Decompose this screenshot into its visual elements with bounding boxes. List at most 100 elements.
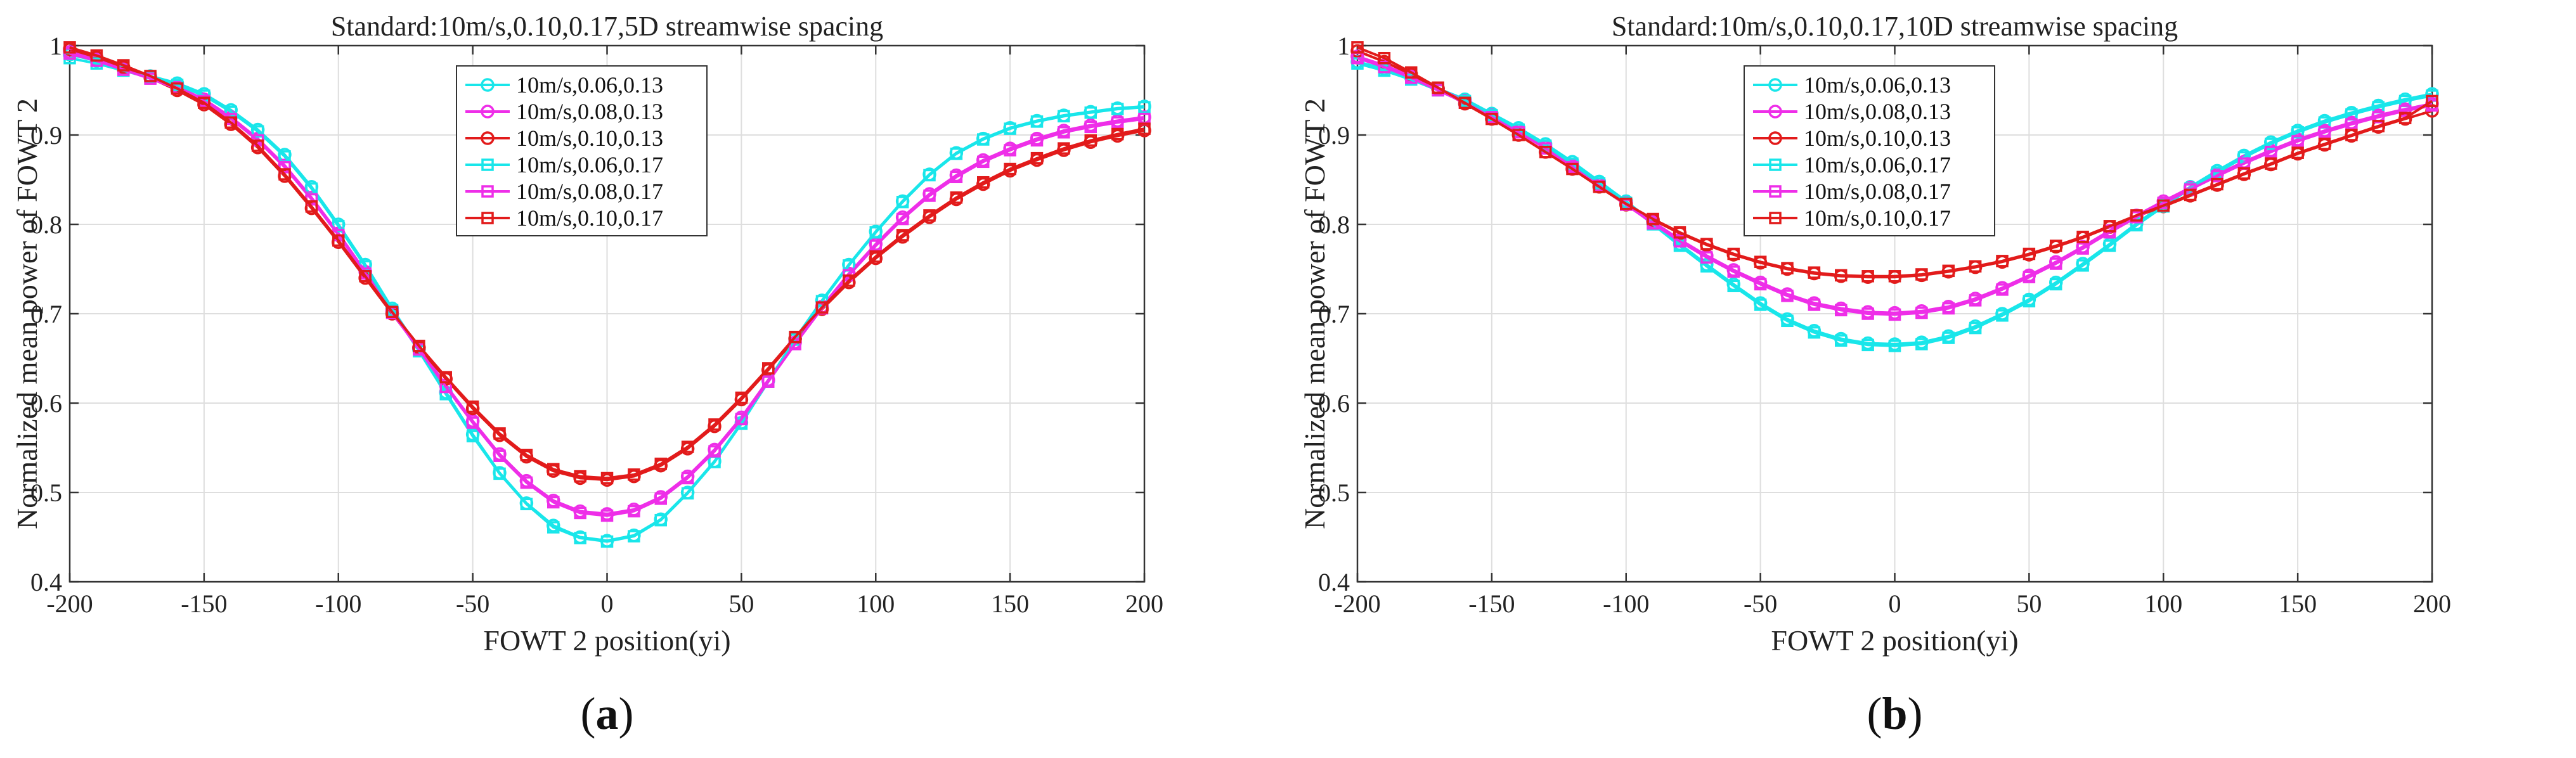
data-point xyxy=(1004,162,1016,176)
x-tick-label: 0 xyxy=(601,589,614,618)
legend-marker xyxy=(481,158,494,171)
data-point xyxy=(977,155,990,169)
x-tick-label: -150 xyxy=(1468,589,1515,618)
data-point xyxy=(1888,308,1901,321)
data-point xyxy=(1754,299,1767,311)
data-point xyxy=(1808,326,1821,339)
legend-item: 10m/s,0.10,0.17 xyxy=(1753,205,1951,231)
data-point xyxy=(413,340,425,352)
data-point xyxy=(1915,338,1928,350)
caption-close-paren: ) xyxy=(619,688,634,739)
legend-label: 10m/s,0.08,0.13 xyxy=(1804,99,1951,124)
data-point xyxy=(520,498,533,511)
data-point xyxy=(628,468,640,481)
data-point xyxy=(2050,240,2062,252)
series-line xyxy=(1357,56,2433,316)
legend-marker xyxy=(1769,158,1782,171)
data-point xyxy=(2291,146,2304,159)
legend-label: 10m/s,0.06,0.17 xyxy=(516,152,663,177)
data-point xyxy=(1996,283,2009,296)
data-point xyxy=(2050,257,2062,270)
data-point xyxy=(493,467,506,480)
data-point xyxy=(1700,260,1713,273)
data-point xyxy=(2291,126,2304,139)
data-point xyxy=(547,521,560,534)
x-tick-label: 100 xyxy=(857,589,895,618)
line-chart-b: -200 -150 -100 -50 0 50 100 150 200 0.4 0.5 0.6 0.7 0… xyxy=(1298,11,2451,739)
legend-item: 10m/s,0.10,0.13 xyxy=(1753,125,1951,151)
data-point xyxy=(628,504,640,518)
data-point xyxy=(1673,235,1686,248)
caption-close-paren: ) xyxy=(1908,688,1923,739)
chart-panel-a: -200 -150 -100 -50 0 50 100 150 200 0.4 0.5 0.6 0.7 0… xyxy=(11,11,1163,739)
data-point xyxy=(1084,106,1097,119)
data-point xyxy=(950,170,963,184)
series-line xyxy=(1357,60,2433,345)
y-tick-label: 0.9 xyxy=(30,121,62,150)
legend-marker xyxy=(1768,105,1782,119)
data-point xyxy=(1378,51,1391,65)
data-point xyxy=(547,496,560,509)
data-point xyxy=(2265,146,2277,158)
data-point xyxy=(1861,307,1874,320)
legend-marker xyxy=(1769,185,1782,198)
caption-letter: b xyxy=(1882,688,1907,739)
data-point xyxy=(2318,126,2331,139)
data-point xyxy=(2291,135,2304,148)
data-point xyxy=(762,375,775,388)
caption-letter: a xyxy=(596,688,619,739)
data-point xyxy=(1539,146,1552,158)
data-point xyxy=(1111,103,1124,115)
data-point xyxy=(1835,334,1848,347)
data-point xyxy=(2076,242,2089,255)
data-point xyxy=(896,212,909,226)
data-point xyxy=(762,362,775,375)
data-point xyxy=(1915,268,1928,281)
data-point xyxy=(2023,271,2036,283)
x-tick-label: -150 xyxy=(181,589,227,618)
data-point xyxy=(1138,122,1151,135)
data-point xyxy=(1861,338,1874,352)
chart-title: Standard:10m/s,0.10,0.17,10D streamwise … xyxy=(1612,11,2178,42)
data-point xyxy=(1351,41,1364,54)
legend-box xyxy=(456,65,708,236)
data-point xyxy=(1969,321,1982,335)
data-point xyxy=(950,147,963,160)
legend-label: 10m/s,0.08,0.13 xyxy=(516,99,663,124)
data-point xyxy=(1700,238,1713,250)
data-point xyxy=(2211,177,2223,191)
data-point xyxy=(708,445,721,458)
series-line xyxy=(69,46,1145,480)
line-chart-a: -200 -150 -100 -50 0 50 100 150 200 0.4 0.5 0.6 0.7 0… xyxy=(11,11,1163,739)
data-point xyxy=(574,532,586,544)
legend-item: 10m/s,0.10,0.17 xyxy=(465,205,663,231)
data-point xyxy=(2184,188,2197,202)
data-point xyxy=(2103,220,2116,233)
data-point xyxy=(654,458,667,470)
data-point xyxy=(385,305,399,318)
legend-label: 10m/s,0.10,0.13 xyxy=(1804,125,1951,151)
series-line xyxy=(1357,62,2433,347)
data-point xyxy=(1058,126,1070,139)
data-point xyxy=(2398,112,2412,124)
data-point xyxy=(251,139,264,152)
legend-marker xyxy=(1768,131,1782,145)
x-tick-label: -50 xyxy=(1744,589,1777,618)
series-6 xyxy=(1351,41,2438,283)
data-point xyxy=(2265,138,2277,150)
legend-item: 10m/s,0.06,0.13 xyxy=(465,72,663,98)
series-line xyxy=(69,50,1145,515)
data-point xyxy=(1432,81,1444,94)
data-point xyxy=(1700,251,1713,264)
data-point xyxy=(1004,144,1016,157)
data-point xyxy=(198,96,210,109)
data-point xyxy=(654,492,667,505)
x-tick-label: 200 xyxy=(1125,589,1163,618)
x-tick-label: 0 xyxy=(1889,589,1901,618)
data-point xyxy=(1969,260,1982,273)
data-point xyxy=(2237,167,2251,180)
x-tick-label: 150 xyxy=(991,589,1029,618)
data-point xyxy=(1781,290,1794,302)
legend-item: 10m/s,0.10,0.13 xyxy=(465,125,663,151)
data-point xyxy=(224,116,237,129)
